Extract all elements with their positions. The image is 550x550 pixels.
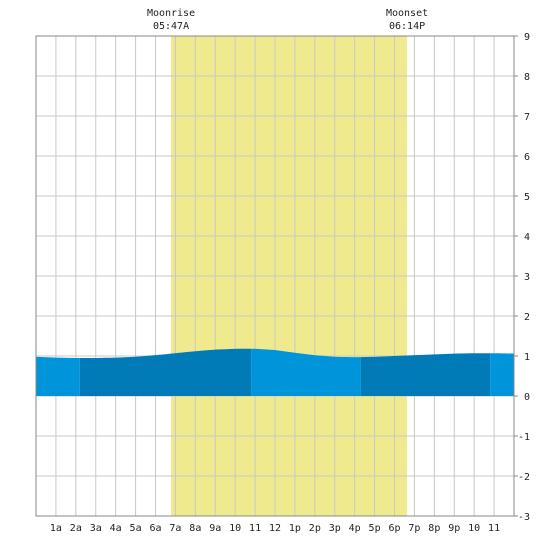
x-tick-label: 4a — [110, 523, 122, 534]
y-tick-label: 1 — [524, 352, 530, 363]
x-tick-label: 12 — [269, 523, 281, 534]
moonset-label: Moonset — [386, 8, 428, 19]
x-tick-label: 10 — [468, 523, 480, 534]
x-tick-label: 3p — [329, 523, 341, 534]
tide-area-layer — [36, 348, 514, 396]
x-tick-label: 5a — [130, 523, 142, 534]
x-tick-label: 7p — [408, 523, 420, 534]
x-tick-label: 6a — [149, 523, 161, 534]
x-tick-label: 1p — [289, 523, 301, 534]
y-tick-label: 8 — [524, 72, 530, 83]
tide-area-segment — [79, 348, 252, 396]
x-tick-label: 5p — [369, 523, 381, 534]
moonset-time: 06:14P — [389, 21, 425, 32]
x-tick-label: 2p — [309, 523, 321, 534]
x-tick-label: 3a — [90, 523, 102, 534]
x-tick-label: 11 — [249, 523, 261, 534]
x-tick-label: 7a — [169, 523, 181, 534]
x-tick-label: 10 — [229, 523, 241, 534]
y-axis-tick-labels: -3 -2 -1 0 1 2 3 4 5 6 7 8 9 — [514, 32, 530, 523]
y-tick-label: 2 — [524, 312, 530, 323]
tide-area-segment — [360, 353, 491, 396]
y-tick-label: 0 — [524, 392, 530, 403]
y-tick-label: -3 — [518, 512, 530, 523]
x-tick-label: 6p — [388, 523, 400, 534]
y-tick-label: 3 — [524, 272, 530, 283]
y-tick-label: 4 — [524, 232, 530, 243]
x-tick-label: 8p — [428, 523, 440, 534]
x-axis-tick-labels: 1a 2a 3a 4a 5a 6a 7a 8a 9a 10 11 12 1p 2p 3p 4p 5p 6p 7p 8p… — [50, 523, 500, 534]
tide-area-segment — [36, 356, 80, 396]
y-tick-label: -2 — [518, 472, 530, 483]
tide-area-segment — [490, 353, 514, 396]
moon-labels: Moonrise 05:47A Moonset 06:14P — [147, 8, 428, 32]
grid-lines — [36, 36, 514, 516]
moonrise-time: 05:47A — [153, 21, 189, 32]
y-tick-label: 7 — [524, 112, 530, 123]
y-tick-label: 5 — [524, 192, 530, 203]
x-tick-label: 11 — [488, 523, 500, 534]
x-tick-label: 9a — [209, 523, 221, 534]
x-tick-label: 2a — [70, 523, 82, 534]
x-tick-label: 4p — [349, 523, 361, 534]
moonrise-label: Moonrise — [147, 8, 195, 19]
x-tick-label: 9p — [448, 523, 460, 534]
y-tick-label: -1 — [518, 432, 530, 443]
tide-area-segment — [251, 348, 361, 396]
y-tick-label: 9 — [524, 32, 530, 43]
x-tick-label: 8a — [189, 523, 201, 534]
y-tick-label: 6 — [524, 152, 530, 163]
x-tick-label: 1a — [50, 523, 62, 534]
